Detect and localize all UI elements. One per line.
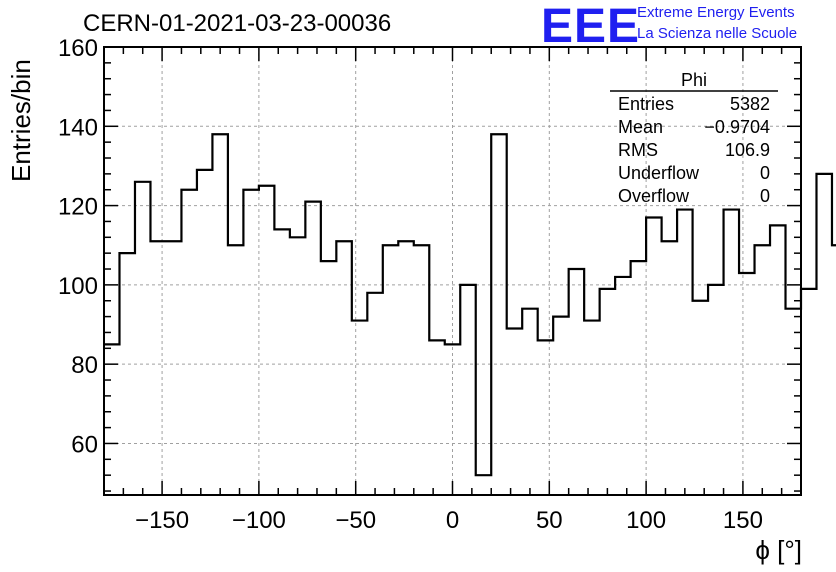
axes: −150 −100 −50 0 50 100 150 60 80 100 120 140 160: [58, 35, 802, 534]
x-tick-label: −50: [335, 507, 376, 534]
histogram-bin: [816, 174, 831, 495]
histogram-bin: [104, 344, 119, 495]
chart-title: CERN-01-2021-03-23-00036: [83, 10, 392, 37]
stats-box-title: Phi: [681, 70, 707, 90]
histogram-bin: [708, 285, 723, 495]
histogram-bin: [476, 475, 491, 495]
histogram-bin: [553, 317, 568, 495]
histogram-bin: [243, 190, 258, 495]
y-tick-label: 120: [58, 194, 98, 221]
histogram-bin: [336, 241, 351, 495]
histogram-bin: [786, 309, 801, 495]
histogram-bin: [119, 253, 134, 495]
histogram-bin: [212, 134, 227, 495]
histogram-bin: [801, 289, 816, 495]
stats-row-label: Mean: [618, 117, 663, 137]
histogram-bin: [569, 269, 584, 495]
histogram-bin: [321, 261, 336, 495]
histogram-bin: [770, 225, 785, 495]
histogram-bin: [150, 241, 165, 495]
y-tick-label: 80: [71, 352, 98, 379]
histogram-bin: [584, 321, 599, 495]
histogram-bin: [228, 245, 243, 495]
histogram-outline: [104, 133, 836, 477]
stats-row-value: −0.9704: [704, 117, 770, 137]
histogram-bin: [677, 210, 692, 495]
histogram-bin: [305, 202, 320, 495]
histogram-bin: [507, 328, 522, 495]
stats-row-value: 5382: [730, 94, 770, 114]
histogram-bin: [631, 261, 646, 495]
logo-line-1: Extreme Energy Events: [637, 4, 795, 21]
histogram-bin: [352, 321, 367, 495]
histogram-bin: [414, 245, 429, 495]
logo-line-2: La Scienza nelle Scuole: [637, 25, 798, 42]
histogram-series: [104, 133, 836, 495]
y-tick-label: 160: [58, 35, 98, 62]
histogram-bin: [460, 285, 475, 495]
eee-logo: EEE: [541, 0, 641, 53]
x-tick-label: 150: [723, 507, 763, 534]
stats-row-value: 0: [760, 186, 770, 206]
histogram-bin: [662, 241, 677, 495]
stats-row-label: Overflow: [618, 186, 690, 206]
histogram-bin: [693, 301, 708, 495]
histogram-bin: [166, 241, 181, 495]
histogram-bin: [724, 210, 739, 495]
histogram-bin: [398, 241, 413, 495]
histogram-bin: [367, 293, 382, 495]
histogram-bin: [600, 289, 615, 495]
y-tick-label: 100: [58, 273, 98, 300]
histogram-bin: [739, 273, 754, 495]
histogram-bin: [274, 229, 289, 495]
stats-row-label: Underflow: [618, 163, 700, 183]
stats-row-label: RMS: [618, 140, 658, 160]
histogram-bin: [445, 344, 460, 495]
x-tick-label: 100: [626, 507, 666, 534]
y-tick-label: 60: [71, 431, 98, 458]
histogram-bin: [832, 245, 836, 495]
stats-row-value: 106.9: [725, 140, 770, 160]
histogram-bin: [646, 217, 661, 495]
histogram-bin: [135, 182, 150, 495]
x-tick-label: 50: [536, 507, 563, 534]
histogram-bin: [197, 170, 212, 495]
stats-box: Phi Entries 5382 Mean −0.9704 RMS 106.9 Underfl…: [610, 70, 778, 206]
x-tick-label: 0: [446, 507, 459, 534]
x-axis-label: ϕ [°]: [755, 535, 802, 565]
x-tick-label: −100: [232, 507, 286, 534]
histogram-bin: [181, 190, 196, 495]
y-tick-label: 140: [58, 114, 98, 141]
histogram-bin: [522, 309, 537, 495]
stats-row-value: 0: [760, 163, 770, 183]
grid: [104, 47, 801, 495]
histogram-bin: [383, 245, 398, 495]
histogram-bin: [259, 186, 274, 495]
histogram-bin: [491, 134, 506, 495]
histogram-bin: [429, 340, 444, 495]
x-tick-label: −150: [135, 507, 189, 534]
histogram-bin: [538, 340, 553, 495]
histogram-bin: [755, 245, 770, 495]
histogram-bin: [290, 237, 305, 495]
histogram-bin: [615, 277, 630, 495]
stats-row-label: Entries: [618, 94, 674, 114]
